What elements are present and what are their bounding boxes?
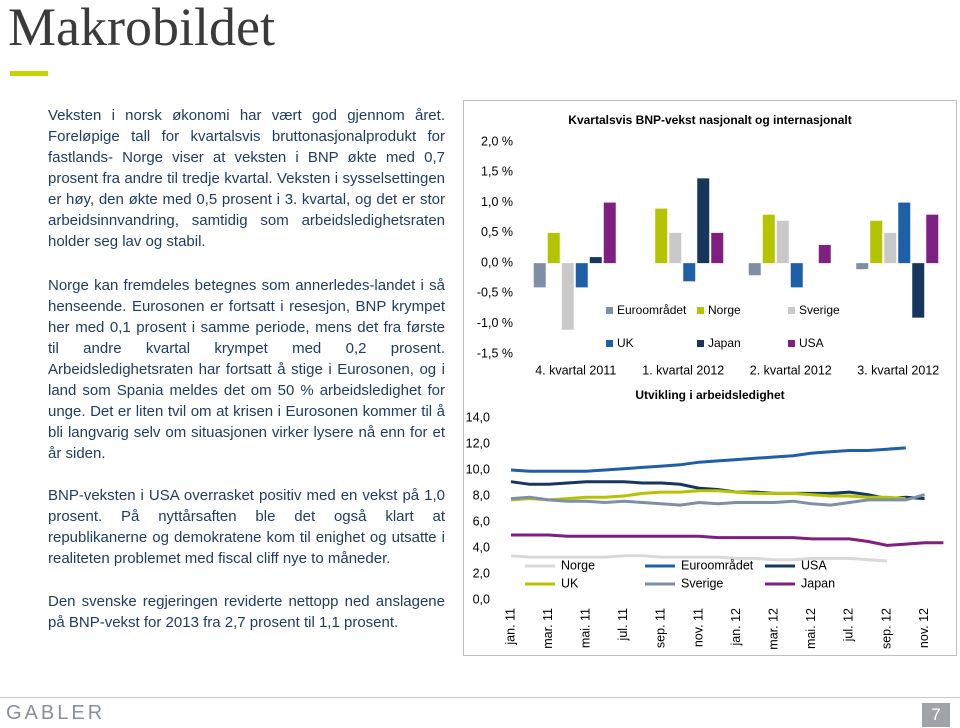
legend-label: Euroområdet [617, 303, 687, 317]
x-tick-label: sep. 12 [879, 608, 893, 649]
bar [762, 214, 775, 264]
x-tick-label: nov. 11 [691, 608, 705, 647]
logo: GABLER [6, 702, 106, 724]
bar [711, 232, 724, 264]
bar [669, 232, 682, 264]
y-tick-label: 4,0 [473, 540, 490, 554]
y-tick-label: 1,5 % [481, 165, 513, 179]
x-tick-label: 3. kvartal 2012 [857, 363, 939, 377]
legend-label: Japan [708, 336, 741, 350]
bar [748, 263, 761, 276]
y-tick-label: 12,0 [466, 436, 490, 450]
y-tick-label: 10,0 [466, 462, 490, 476]
legend-label: Norge [708, 303, 741, 317]
bar [776, 220, 789, 264]
line [510, 554, 888, 563]
bar [898, 202, 911, 264]
legend-swatch [788, 307, 795, 314]
legend-label: Sverige [681, 576, 723, 590]
legend-label: Sverige [799, 303, 840, 317]
x-tick-label: jan. 11 [503, 608, 517, 646]
y-tick-label: 0,5 % [481, 225, 513, 239]
x-tick-label: nov. 12 [917, 608, 931, 648]
y-tick-label: 0,0 [473, 592, 490, 606]
y-tick-label: -0,5 % [477, 286, 513, 300]
chart-title: Utvikling i arbeidsledighet [635, 388, 784, 402]
legend-label: Japan [801, 576, 835, 590]
bar [697, 178, 710, 264]
x-tick-label: jan. 12 [729, 608, 743, 647]
bar [533, 263, 546, 288]
x-tick-label: mai. 12 [804, 608, 818, 649]
x-tick-label: 4. kvartal 2011 [535, 363, 616, 377]
bar [884, 232, 897, 264]
paragraph: Veksten i norsk økonomi har vært god gje… [48, 107, 445, 250]
legend-label: UK [617, 336, 634, 350]
x-tick-label: 1. kvartal 2012 [642, 363, 724, 377]
bar [926, 214, 939, 264]
y-tick-label: -1,0 % [477, 316, 513, 330]
y-tick-label: 14,0 [466, 410, 490, 424]
y-tick-label: 2,0 % [481, 134, 513, 148]
bar [547, 232, 560, 264]
x-tick-label: jul. 11 [616, 608, 630, 641]
x-tick-label: mar. 12 [766, 608, 780, 650]
y-tick-label: 6,0 [473, 514, 490, 528]
x-tick-label: sep. 11 [654, 608, 668, 648]
bar [561, 263, 574, 330]
y-tick-label: 8,0 [473, 488, 490, 502]
y-tick-label: -1,5 % [477, 346, 513, 360]
paragraph: BNP-veksten i USA overrasket positiv med… [48, 487, 445, 567]
page-title: Makrobildet [8, 0, 275, 57]
line [510, 489, 906, 502]
legend-swatch [697, 307, 704, 314]
bar [589, 257, 602, 264]
line [510, 446, 906, 473]
paragraph: Den svenske regjeringen reviderte nettop… [48, 593, 445, 631]
title-accent [10, 71, 48, 76]
y-tick-label: 0,0 % [481, 255, 513, 269]
y-tick-label: 2,0 [473, 566, 490, 580]
legend-label: USA [801, 558, 827, 572]
chart-title: Kvartalsvis BNP-vekst nasjonalt og inter… [568, 113, 851, 127]
chart-panel [463, 100, 957, 656]
x-tick-label: 2. kvartal 2012 [750, 363, 832, 377]
line [511, 533, 944, 547]
legend-swatch [606, 340, 613, 347]
bar [818, 244, 831, 264]
legend-swatch [697, 340, 704, 347]
legend-label: USA [799, 336, 824, 350]
charts: Kvartalsvis BNP-vekst nasjonalt og inter… [466, 113, 944, 650]
legend-label: Euroområdet [681, 558, 754, 572]
bar [912, 263, 925, 318]
x-tick-label: jul. 12 [842, 608, 856, 642]
legend-swatch [788, 340, 795, 347]
bar [790, 263, 803, 288]
paragraph: Norge kan fremdeles betegnes som annerle… [48, 277, 445, 462]
footer-rule [0, 697, 960, 698]
bar [603, 202, 616, 264]
bar [575, 263, 588, 288]
legend-label: UK [561, 576, 579, 590]
bar [856, 263, 869, 270]
y-tick-label: 1,0 % [481, 195, 513, 209]
legend-label: Norge [561, 558, 595, 572]
legend-swatch [606, 307, 613, 314]
line [510, 493, 925, 507]
bar [655, 208, 668, 264]
bar [870, 220, 883, 264]
bar [683, 263, 696, 282]
x-tick-label: mai. 11 [578, 608, 592, 648]
x-tick-label: mar. 11 [541, 608, 555, 649]
page-number: 7 [922, 703, 950, 727]
